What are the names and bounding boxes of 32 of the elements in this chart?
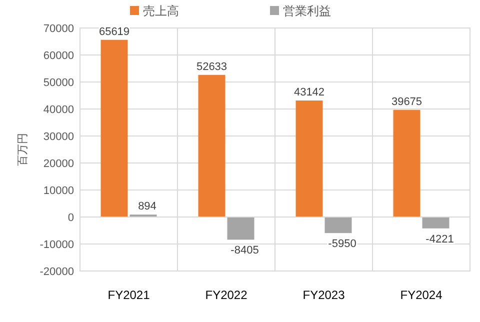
legend-label: 営業利益 (283, 4, 331, 18)
y-axis-title: 百万円 (17, 133, 29, 166)
y-tick-label: 0 (68, 212, 74, 224)
x-tick-label: FY2024 (400, 288, 443, 302)
data-label: 52633 (196, 60, 228, 73)
y-tick-label: 40000 (43, 104, 74, 116)
x-tick-label: FY2021 (108, 288, 150, 302)
data-label: -4221 (426, 233, 454, 246)
y-tick-label: 60000 (43, 50, 74, 62)
legend-label: 売上高 (143, 4, 179, 18)
bar (100, 40, 128, 217)
x-tick-label: FY2023 (302, 288, 346, 302)
y-tick-label: -20000 (40, 266, 74, 278)
data-label: 894 (138, 200, 156, 213)
bar (227, 217, 254, 240)
bar (296, 100, 323, 217)
bar (324, 217, 352, 234)
data-label: 43142 (294, 86, 325, 99)
bar (422, 217, 450, 228)
x-tick-label: FY2022 (205, 288, 248, 302)
y-tick-label: 20000 (43, 158, 74, 170)
y-tick-label: 10000 (43, 185, 74, 197)
data-label: -8405 (230, 244, 259, 257)
data-label: 39675 (391, 96, 422, 108)
data-label: 65619 (98, 26, 130, 38)
bar (393, 110, 420, 217)
bar (198, 74, 226, 217)
y-tick-label: 50000 (43, 77, 74, 89)
y-tick-label: -10000 (40, 239, 74, 251)
data-label: -5950 (328, 238, 356, 250)
y-tick-label: 70000 (43, 23, 74, 35)
y-tick-label: 30000 (43, 131, 74, 143)
